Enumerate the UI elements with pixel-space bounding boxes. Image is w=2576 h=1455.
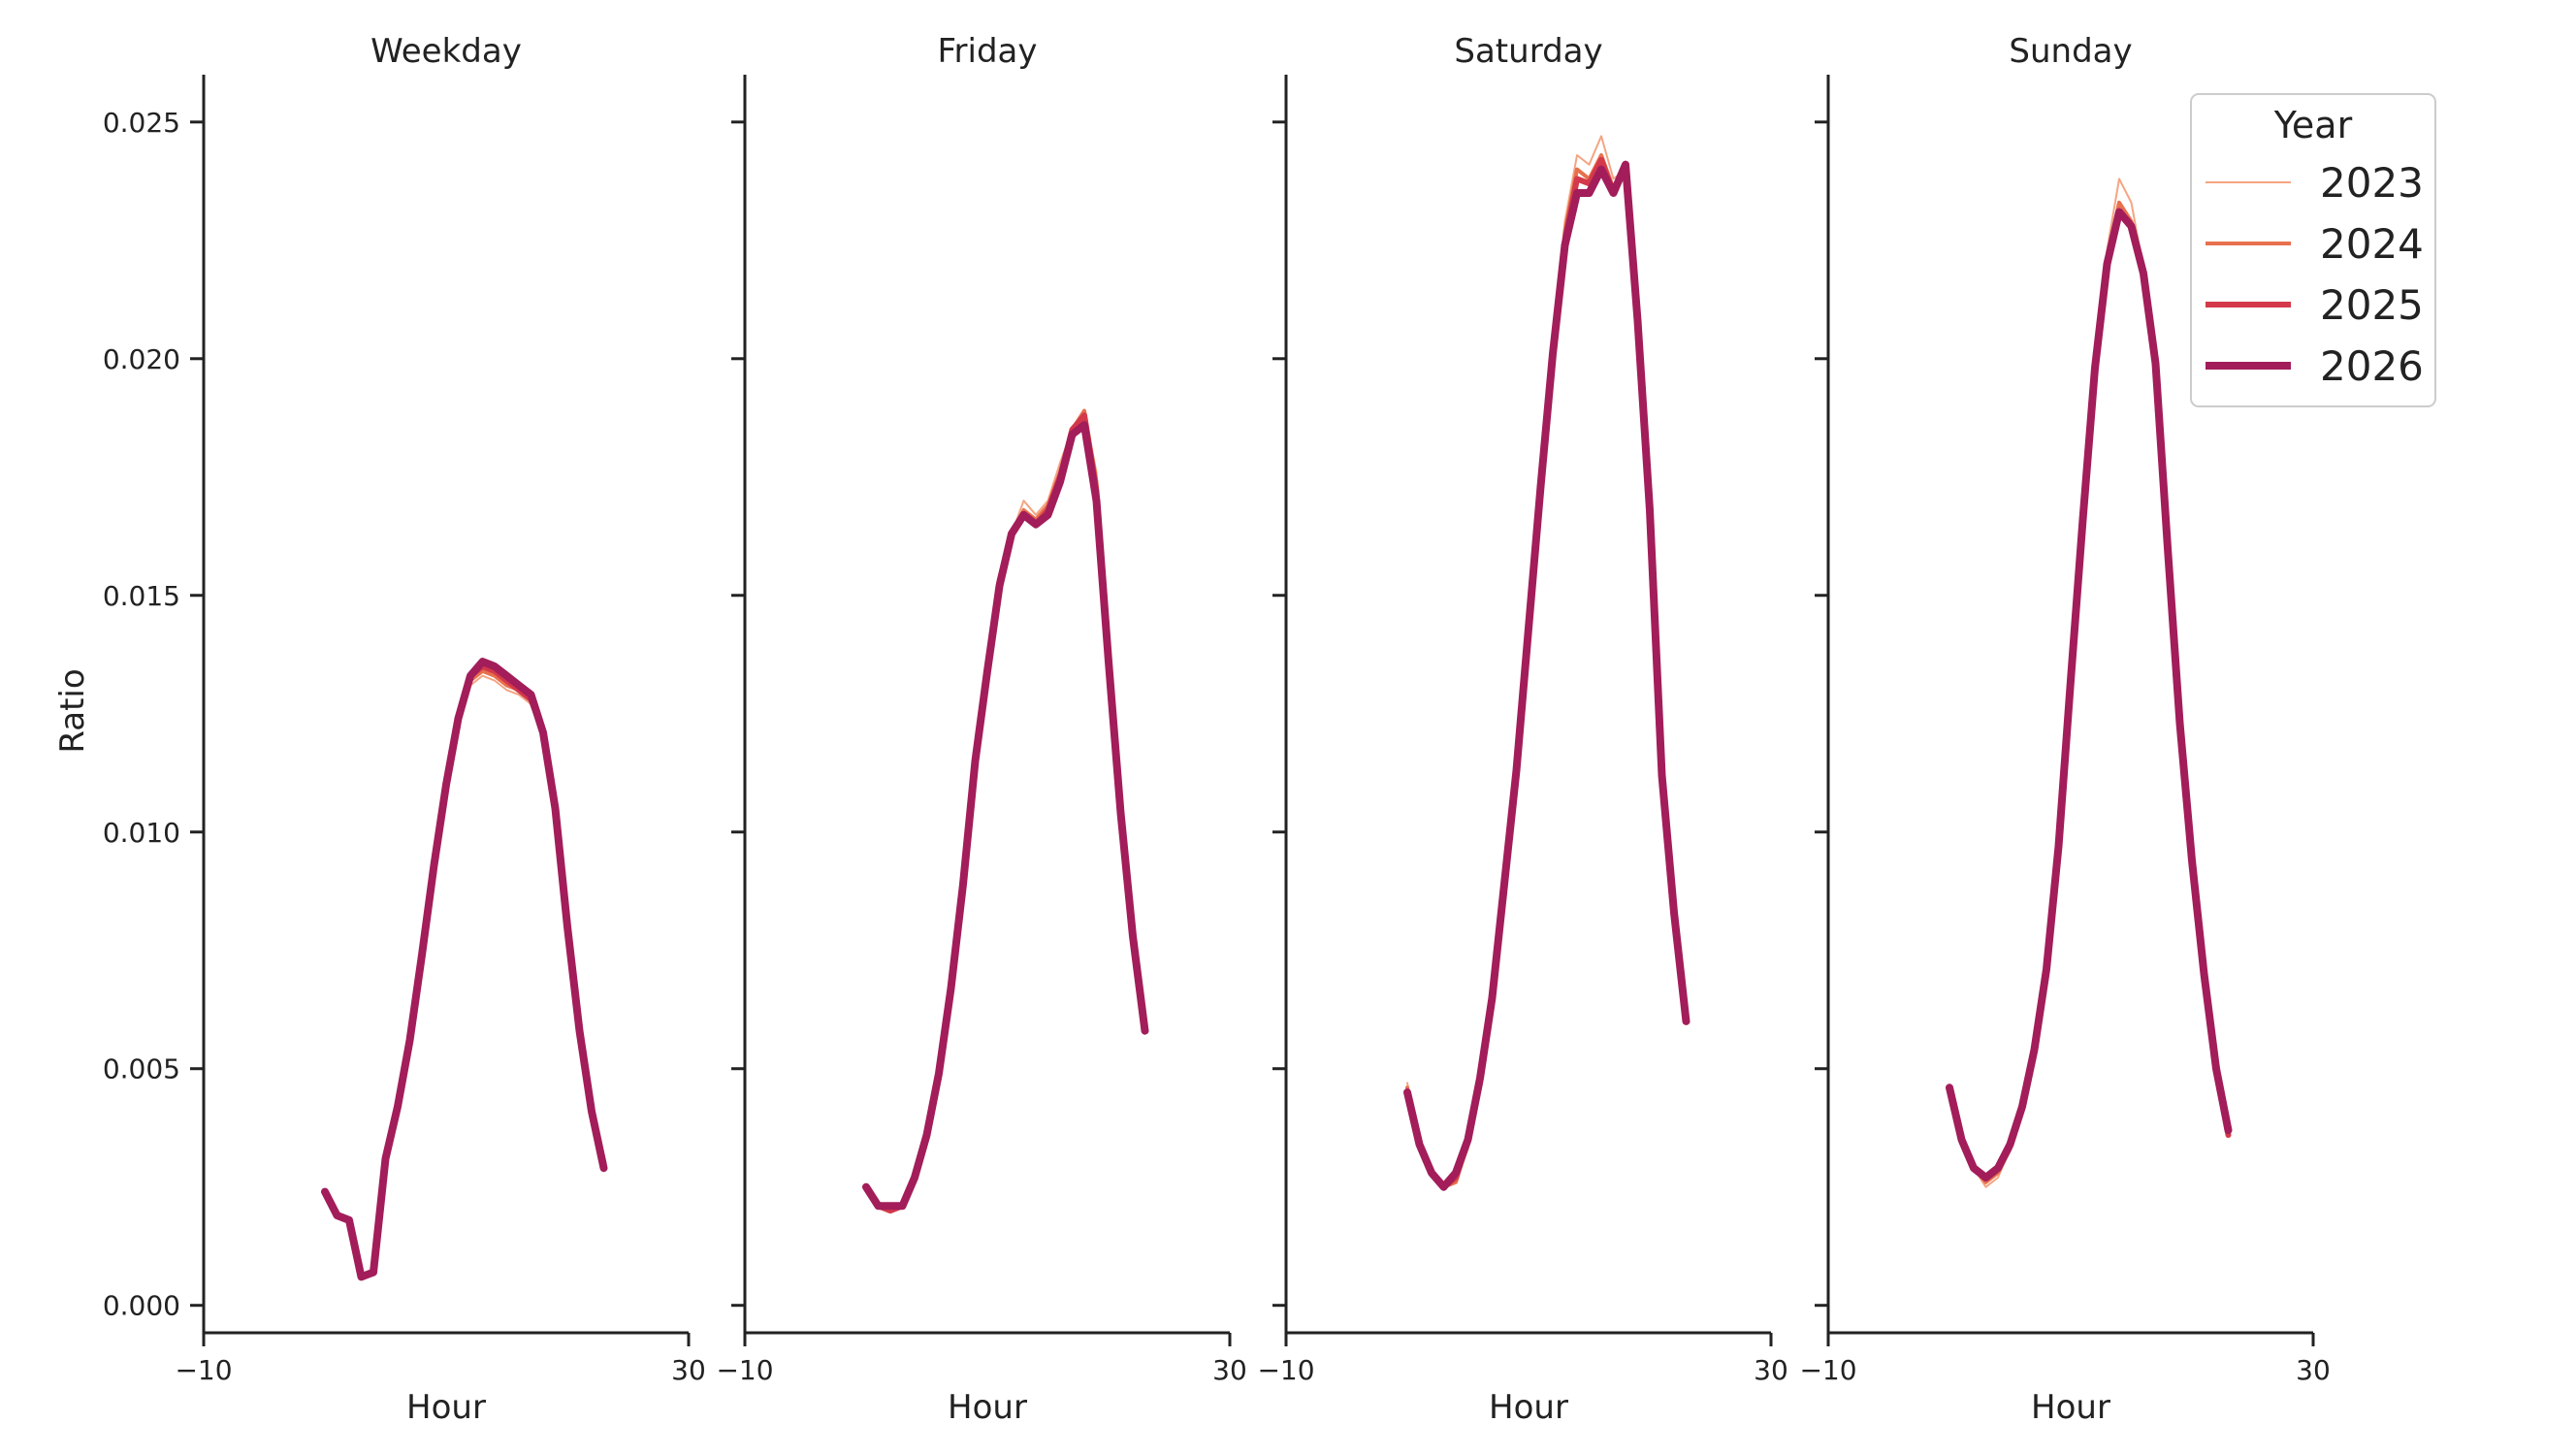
panel-friday: Friday −10 30 Hour	[716, 32, 1246, 1427]
x-tick-label: −10	[1799, 1354, 1856, 1386]
series-line-2024	[1405, 153, 1689, 1189]
legend-title: Year	[2273, 104, 2353, 146]
panel-saturday: Saturday −10 30 Hour	[1257, 32, 1787, 1427]
series-line-2025	[863, 412, 1148, 1214]
x-tick-label: 30	[671, 1354, 706, 1386]
series-line-2026	[1946, 208, 2233, 1181]
legend-label-2024: 2024	[2320, 220, 2424, 268]
series-line-2023	[865, 409, 1146, 1212]
series-line-2023	[1948, 178, 2230, 1188]
panel-sunday: Sunday −10 30 Hour	[1799, 32, 2330, 1427]
series-line-2026	[1403, 160, 1690, 1191]
series-line-2025	[1404, 156, 1690, 1190]
x-tick-label: 30	[2296, 1354, 2331, 1386]
y-tick-label: 0.005	[103, 1053, 180, 1085]
y-tick-label: 0.000	[103, 1290, 180, 1322]
y-tick-label: 0.025	[103, 107, 180, 139]
series-line-2026	[321, 658, 608, 1281]
series-line-2025	[1947, 209, 2232, 1180]
series-line-2024	[1948, 200, 2231, 1184]
y-tick-label: 0.020	[103, 343, 180, 375]
panel-title: Weekday	[370, 32, 522, 71]
panel-title: Friday	[937, 32, 1037, 71]
series-line-2023	[1406, 135, 1688, 1188]
legend-frame	[2190, 93, 2436, 407]
y-axis-label: Ratio	[53, 668, 92, 753]
panel-title: Saturday	[1454, 32, 1602, 71]
x-tick-label: −10	[1257, 1354, 1314, 1386]
series-line-2026	[862, 421, 1149, 1211]
series-line-2024	[864, 408, 1147, 1213]
x-axis-label: Hour	[2031, 1388, 2110, 1427]
panel-title: Sunday	[2009, 32, 2132, 71]
panel-weekday: Weekday 0.000 0.005 0.010 0.015 0.020 0.025 −10…	[103, 32, 706, 1427]
x-axis-label: Hour	[948, 1388, 1027, 1427]
series-line-2024	[323, 668, 606, 1279]
series-line-2023	[324, 674, 605, 1278]
legend-label-2023: 2023	[2320, 159, 2424, 207]
y-tick-label: 0.010	[103, 817, 180, 849]
x-tick-label: −10	[716, 1354, 773, 1386]
panels: Weekday 0.000 0.005 0.010 0.015 0.020 0.025 −10…	[103, 32, 2331, 1427]
x-tick-label: 30	[1212, 1354, 1247, 1386]
x-tick-label: 30	[1754, 1354, 1788, 1386]
y-tick-label: 0.015	[103, 580, 180, 612]
x-tick-label: −10	[175, 1354, 232, 1386]
series-line-2025	[322, 663, 607, 1280]
x-axis-label: Hour	[1489, 1388, 1568, 1427]
legend-label-2025: 2025	[2320, 281, 2424, 329]
legend-label-2026: 2026	[2320, 342, 2424, 390]
x-axis-label: Hour	[406, 1388, 486, 1427]
legend: Year 2023 2024 2025 2026	[2190, 93, 2436, 407]
